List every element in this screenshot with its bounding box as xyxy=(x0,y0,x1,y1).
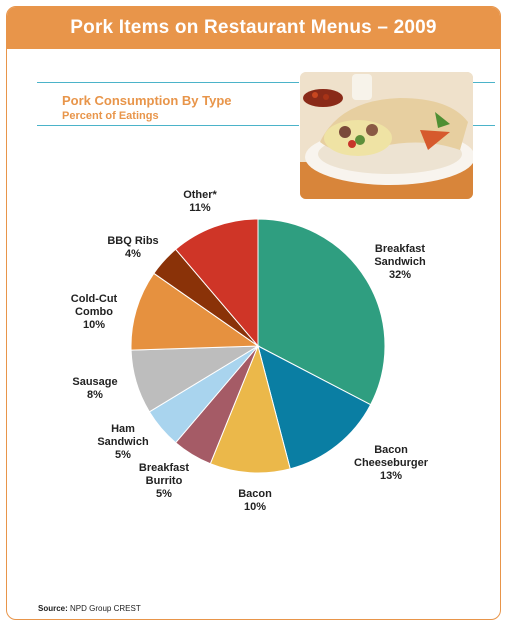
source-text: NPD Group CREST xyxy=(70,604,141,613)
slice-label-bacon: Bacon 10% xyxy=(238,488,272,513)
slice-label-other: Other* 11% xyxy=(183,189,217,214)
slice-label-breakfast-burrito: Breakfast Burrito 5% xyxy=(139,462,189,500)
pie-labels: Breakfast Sandwich 32% Bacon Cheeseburger 13%… xyxy=(71,189,429,513)
pie-slice-cold-cut-combo xyxy=(130,272,260,351)
page-title: Pork Items on Restaurant Menus – 2009 xyxy=(7,7,500,49)
slice-label-bbq-ribs: BBQ Ribs 4% xyxy=(107,235,158,260)
food-photo xyxy=(300,72,473,199)
chart-unit-caption: Percent of Eatings xyxy=(62,110,159,122)
chart-card: Pork Items on Restaurant Menus – 2009 Po… xyxy=(6,6,501,620)
slice-label-sausage: Sausage 8% xyxy=(72,376,117,401)
pie-slice-bacon-cheeseburger xyxy=(257,345,372,470)
source-label: Source: xyxy=(38,604,68,613)
chart-subtitle: Pork Consumption By Type xyxy=(62,93,232,108)
slice-label-breakfast-sandwich: Breakfast Sandwich 32% xyxy=(374,243,426,281)
slice-label-cold-cut-combo: Cold-Cut Combo 10% xyxy=(71,293,118,331)
top-divider-right xyxy=(473,82,495,83)
pie-slices xyxy=(130,218,386,474)
pie-slice-other xyxy=(174,218,259,348)
top-divider xyxy=(37,82,299,83)
burrito-illustration xyxy=(300,72,473,199)
slice-label-bacon-cheeseburger: Bacon Cheeseburger 13% xyxy=(354,444,429,482)
source-note: Source: NPD Group CREST xyxy=(38,604,141,613)
slice-label-ham-sandwich: Ham Sandwich 5% xyxy=(97,423,149,461)
bottom-divider-right xyxy=(473,125,495,126)
pie-slice-bacon xyxy=(209,344,291,474)
bottom-divider xyxy=(37,125,299,126)
pie-slice-breakfast-sandwich xyxy=(257,218,386,406)
